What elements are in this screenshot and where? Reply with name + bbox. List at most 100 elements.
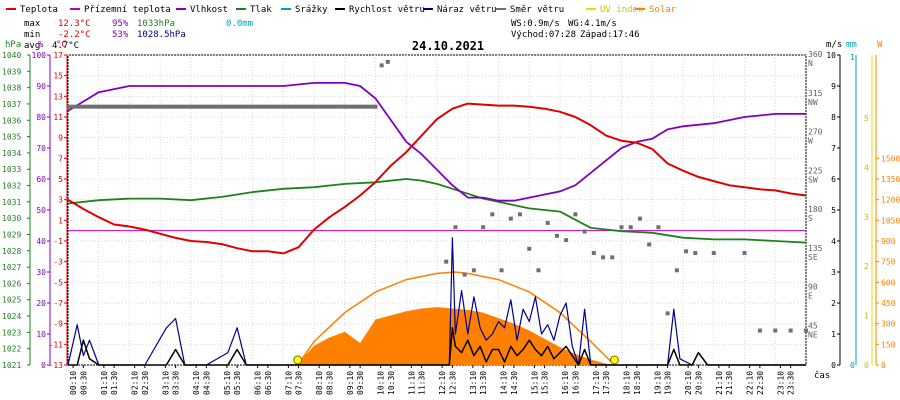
w-tick-label-8: 1200 bbox=[881, 196, 900, 205]
hpa-tick-label-0: 1021 bbox=[2, 361, 21, 370]
wind-dir-point-37 bbox=[665, 311, 670, 316]
wind-dir-point-7 bbox=[282, 104, 314, 109]
max-label: max bbox=[24, 19, 41, 29]
time-tick-label-40: 20:10 bbox=[684, 371, 693, 395]
sunrise-marker bbox=[293, 355, 303, 365]
time-tick-label-26: 13:10 bbox=[469, 371, 478, 395]
degc-tick-label-4: -5 bbox=[53, 278, 63, 287]
time-tick-label-17: 08:30 bbox=[325, 371, 334, 395]
w-tick-label-0: 0 bbox=[881, 361, 886, 370]
sunrise-stat: Východ:07:28 bbox=[511, 30, 576, 40]
series-temperature-line bbox=[67, 102, 807, 255]
hpa-tick-label-10: 1031 bbox=[2, 198, 21, 207]
pct-tick-label-10: 100 bbox=[32, 51, 47, 60]
series-pressure-line bbox=[67, 178, 807, 244]
time-tick-label-0: 00:10 bbox=[69, 371, 78, 395]
wind-dir-point-1 bbox=[97, 104, 130, 109]
hpa-tick-label-5: 1026 bbox=[2, 279, 21, 288]
wind-dir-point-11 bbox=[379, 63, 384, 68]
series-humidity-line bbox=[67, 82, 806, 202]
ms-tick-label-3: 3 bbox=[831, 268, 836, 277]
time-tick-label-47: 23:30 bbox=[787, 371, 796, 395]
time-tick-label-5: 02:30 bbox=[141, 371, 150, 395]
pct-tick-label-2: 20 bbox=[36, 299, 46, 308]
wind-dir-point-18 bbox=[490, 212, 495, 217]
w-tick-label-7: 1050 bbox=[881, 216, 900, 225]
wind-dir-point-32 bbox=[619, 225, 624, 230]
ws-stat: WS:0.9m/s bbox=[511, 19, 560, 29]
degc-tick-label-14: 15 bbox=[53, 72, 63, 81]
dir-name-label-6: NW bbox=[808, 98, 818, 107]
time-tick-label-18: 09:10 bbox=[346, 371, 355, 395]
hpa-tick-label-7: 1028 bbox=[2, 247, 21, 256]
dir-tick-label-0: 45 bbox=[808, 321, 818, 330]
ms-tick-label-5: 5 bbox=[831, 206, 836, 215]
w-tick-label-2: 300 bbox=[881, 320, 896, 329]
wind-dir-point-31 bbox=[610, 255, 615, 260]
time-tick-label-31: 15:30 bbox=[541, 371, 550, 395]
degc-tick-label-9: 5 bbox=[58, 175, 63, 184]
degc-tick-label-5: -3 bbox=[53, 258, 63, 267]
time-tick-label-42: 21:10 bbox=[715, 371, 724, 395]
time-tick-label-4: 02:10 bbox=[131, 371, 140, 395]
degc-tick-label-7: 1 bbox=[58, 216, 63, 225]
wind-dir-point-38 bbox=[674, 268, 679, 273]
w-tick-label-4: 600 bbox=[881, 278, 896, 287]
time-tick-label-29: 14:30 bbox=[510, 371, 519, 395]
time-tick-label-23: 11:30 bbox=[418, 371, 427, 395]
degc-tick-label-11: 9 bbox=[58, 134, 63, 143]
time-tick-label-34: 17:10 bbox=[592, 371, 601, 395]
wind-dir-point-4 bbox=[190, 104, 222, 109]
hpa-tick-label-6: 1027 bbox=[2, 263, 21, 272]
wind-dir-point-39 bbox=[684, 249, 689, 254]
wg-stat: WG:4.1m/s bbox=[568, 19, 617, 29]
max-humidity: 95% bbox=[112, 19, 129, 29]
hpa-tick-label-15: 1036 bbox=[2, 116, 21, 125]
avg-label: avg bbox=[24, 41, 40, 51]
time-tick-label-30: 15:10 bbox=[530, 371, 539, 395]
wind-dir-point-0 bbox=[67, 104, 99, 109]
wind-dir-point-14 bbox=[453, 225, 458, 230]
wind-dir-point-27 bbox=[573, 212, 578, 217]
time-tick-label-15: 07:30 bbox=[295, 371, 304, 395]
min-humidity: 53% bbox=[112, 30, 129, 40]
pct-tick-label-7: 70 bbox=[36, 144, 46, 153]
wind-dir-point-40 bbox=[693, 251, 698, 256]
wind-stats-block: WS:0.9m/s WG:4.1m/s Východ:07:28 Západ:1… bbox=[511, 19, 640, 40]
legend-label-7: Směr větru bbox=[510, 5, 564, 15]
hpa-tick-label-13: 1034 bbox=[2, 149, 21, 158]
w-unit: W bbox=[877, 40, 883, 50]
dir-name-label-7: N bbox=[808, 59, 813, 68]
stats-block: max 12.3°C 95% 1033hPa 0.0mm min -2.2°C … bbox=[24, 19, 253, 51]
degc-tick-label-8: 3 bbox=[58, 196, 63, 205]
ms-tick-label-4: 4 bbox=[831, 237, 836, 246]
ms-tick-label-7: 7 bbox=[831, 144, 836, 153]
legend-label-5: Rychlost větru bbox=[349, 5, 425, 15]
wind-dir-point-44 bbox=[773, 328, 778, 333]
time-tick-label-35: 17:30 bbox=[602, 371, 611, 395]
w-tick-label-1: 150 bbox=[881, 340, 896, 349]
uv-tick-label-0: 0 bbox=[864, 361, 869, 370]
dir-tick-label-3: 180 bbox=[808, 205, 823, 214]
degc-tick-label-3: -7 bbox=[53, 299, 63, 308]
dir-name-label-4: SW bbox=[808, 175, 818, 184]
legend-label-6: Náraz větru bbox=[437, 5, 497, 15]
hpa-tick-label-18: 1039 bbox=[2, 67, 21, 76]
pct-tick-label-4: 40 bbox=[36, 237, 46, 246]
max-rain: 0.0mm bbox=[226, 19, 253, 29]
hpa-tick-label-8: 1029 bbox=[2, 230, 21, 239]
sunset-marker bbox=[609, 355, 619, 365]
time-tick-label-38: 19:10 bbox=[653, 371, 662, 395]
degc-tick-label-15: 17 bbox=[53, 51, 63, 60]
dir-name-label-3: S bbox=[808, 214, 813, 223]
uv-tick-label-3: 3 bbox=[864, 213, 869, 222]
dir-tick-label-4: 225 bbox=[808, 166, 823, 175]
uv-tick-label-4: 4 bbox=[864, 163, 869, 172]
time-tick-label-7: 03:30 bbox=[172, 371, 181, 395]
hpa-tick-label-12: 1033 bbox=[2, 165, 21, 174]
wind-dir-point-46 bbox=[804, 328, 808, 333]
avg-temp: 4.7°C bbox=[52, 41, 79, 51]
w-tick-label-9: 1350 bbox=[881, 175, 900, 184]
wind-dir-point-6 bbox=[251, 104, 284, 109]
